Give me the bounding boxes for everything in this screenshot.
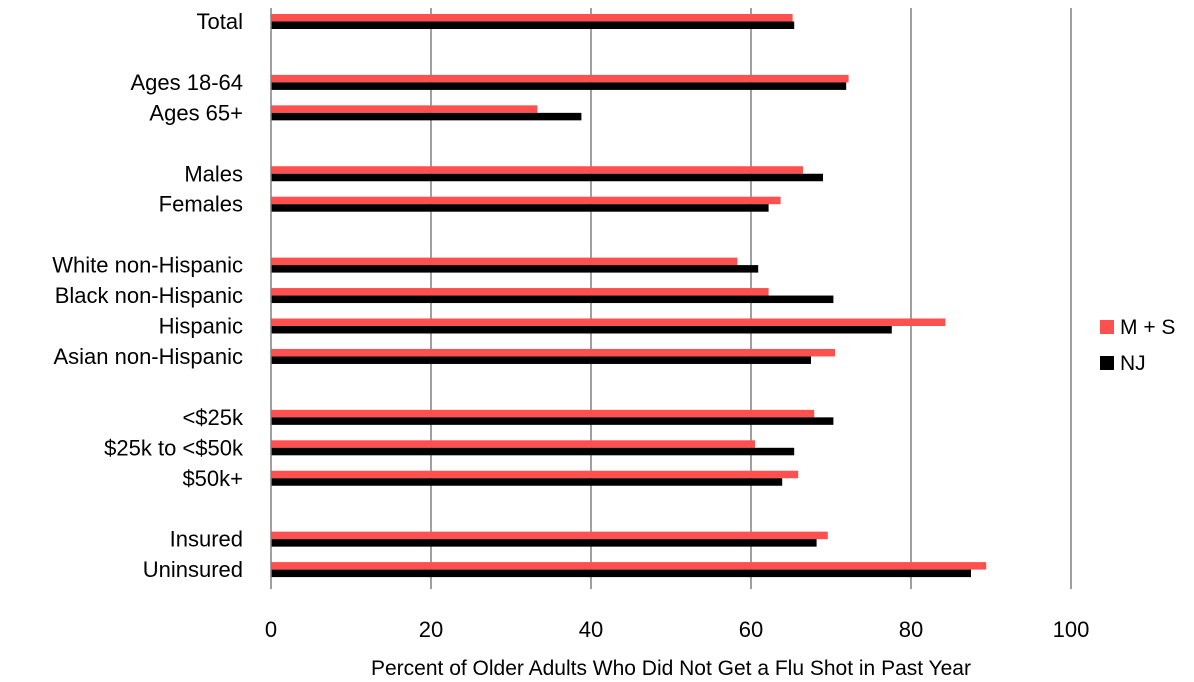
bar-ms-7 xyxy=(271,318,946,326)
x-tick-label-40: 40 xyxy=(579,617,603,642)
bar-nj-2 xyxy=(271,112,582,121)
bar-nj-11 xyxy=(271,478,783,486)
bar-nj-0 xyxy=(271,21,795,29)
category-label: Ages 65+ xyxy=(149,100,243,125)
category-label: Total xyxy=(197,9,243,34)
bar-nj-12 xyxy=(271,539,817,547)
category-label: $50k+ xyxy=(182,466,243,491)
x-tick-label-80: 80 xyxy=(899,617,923,642)
bars xyxy=(271,14,987,578)
bar-ms-0 xyxy=(271,14,793,22)
bar-ms-6 xyxy=(271,288,769,296)
bar-nj-3 xyxy=(271,173,823,182)
bar-ms-2 xyxy=(271,105,538,113)
category-label: Hispanic xyxy=(159,314,243,339)
bar-nj-5 xyxy=(271,265,759,273)
bar-ms-11 xyxy=(271,470,799,479)
bar-ms-5 xyxy=(271,257,738,266)
bar-ms-1 xyxy=(271,74,849,83)
x-tick-label-0: 0 xyxy=(265,617,277,642)
x-tick-labels: 0 20 40 60 80 100 xyxy=(265,617,1089,642)
bar-nj-13 xyxy=(271,569,971,578)
category-label: White non-Hispanic xyxy=(52,253,243,278)
category-label: Asian non-Hispanic xyxy=(53,344,243,369)
bar-ms-12 xyxy=(271,531,828,540)
category-label: Uninsured xyxy=(143,557,243,582)
category-label: Insured xyxy=(170,527,243,552)
legend-swatch-nj xyxy=(1100,356,1114,370)
bar-ms-8 xyxy=(271,348,835,357)
x-tick-label-60: 60 xyxy=(739,617,763,642)
legend-label-nj: NJ xyxy=(1120,352,1146,375)
bar-nj-9 xyxy=(271,417,834,425)
category-label: <$25k xyxy=(182,405,244,430)
bar-nj-7 xyxy=(271,326,892,334)
bar-ms-9 xyxy=(271,409,815,418)
category-label: Males xyxy=(184,161,243,186)
legend: M + S NJ xyxy=(1100,316,1175,375)
category-labels: Total Ages 18-64 Ages 65+ Males Females White… xyxy=(52,9,244,582)
category-label: Ages 18-64 xyxy=(130,70,243,95)
legend-swatch-ms xyxy=(1100,320,1114,334)
category-label: Females xyxy=(159,192,243,217)
bar-ms-10 xyxy=(271,440,755,448)
category-label: Black non-Hispanic xyxy=(55,283,243,308)
bar-ms-4 xyxy=(271,196,781,205)
x-tick-label-20: 20 xyxy=(419,617,443,642)
bar-nj-8 xyxy=(271,356,811,364)
bar-nj-4 xyxy=(271,204,769,212)
bar-nj-10 xyxy=(271,447,795,456)
x-axis-title: Percent of Older Adults Who Did Not Get … xyxy=(371,657,971,680)
bar-nj-6 xyxy=(271,295,834,304)
bar-nj-1 xyxy=(271,82,847,90)
bar-ms-3 xyxy=(271,166,803,174)
bar-ms-13 xyxy=(271,562,987,570)
category-label: $25k to <$50k xyxy=(104,435,244,460)
x-tick-label-100: 100 xyxy=(1053,617,1090,642)
legend-label-ms: M + S xyxy=(1120,316,1175,339)
